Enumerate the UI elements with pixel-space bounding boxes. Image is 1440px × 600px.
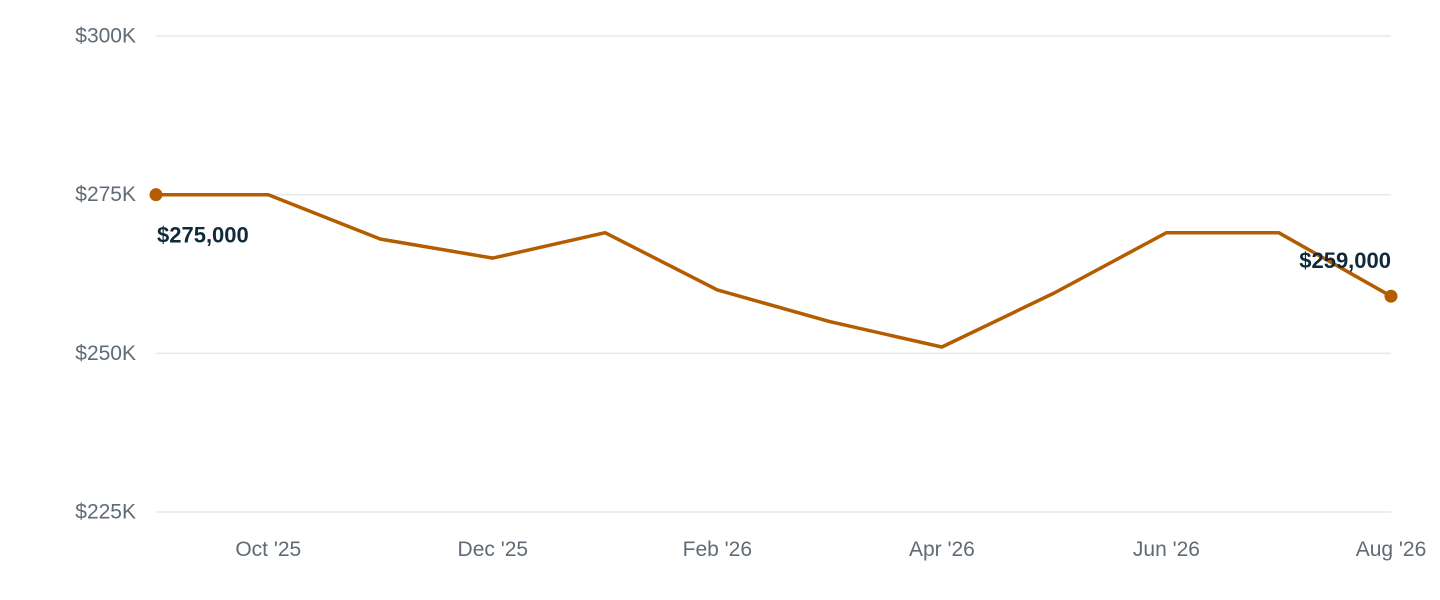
y-tick-label: $300K bbox=[75, 25, 136, 48]
data-point-marker bbox=[1384, 289, 1398, 303]
x-tick-label: Jun '26 bbox=[1133, 538, 1200, 561]
x-axis-tick-labels: Oct '25 Dec '25 Feb '26 Apr '26 Jun '26 Aug '… bbox=[235, 538, 1426, 561]
x-tick-label: Apr '26 bbox=[909, 538, 975, 561]
y-axis-tick-labels: $300K $275K $250K $225K bbox=[75, 25, 136, 524]
y-tick-label: $225K bbox=[75, 501, 136, 524]
x-tick-label: Feb '26 bbox=[683, 538, 752, 561]
series-layer bbox=[149, 188, 1398, 349]
y-tick-label: $250K bbox=[75, 342, 136, 365]
series-line bbox=[154, 192, 1393, 349]
data-label: $259,000 bbox=[1299, 248, 1391, 273]
data-labels: $275,000 $259,000 bbox=[157, 223, 1391, 274]
grid-lines bbox=[156, 35, 1391, 513]
x-tick-label: Aug '26 bbox=[1356, 538, 1427, 561]
data-point-marker bbox=[149, 188, 163, 202]
x-tick-label: Dec '25 bbox=[458, 538, 529, 561]
x-tick-label: Oct '25 bbox=[235, 538, 301, 561]
y-tick-label: $275K bbox=[75, 183, 136, 206]
data-label: $275,000 bbox=[157, 223, 249, 248]
